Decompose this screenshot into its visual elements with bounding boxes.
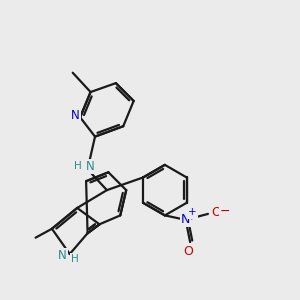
Text: −: − xyxy=(220,204,230,218)
Text: N: N xyxy=(58,249,67,262)
Text: N: N xyxy=(181,213,190,226)
Text: N: N xyxy=(85,160,94,173)
Text: H: H xyxy=(74,161,82,171)
Text: O: O xyxy=(211,206,221,219)
Text: +: + xyxy=(188,207,197,218)
Text: N: N xyxy=(71,109,80,122)
Text: H: H xyxy=(71,254,79,264)
Text: O: O xyxy=(184,244,194,258)
